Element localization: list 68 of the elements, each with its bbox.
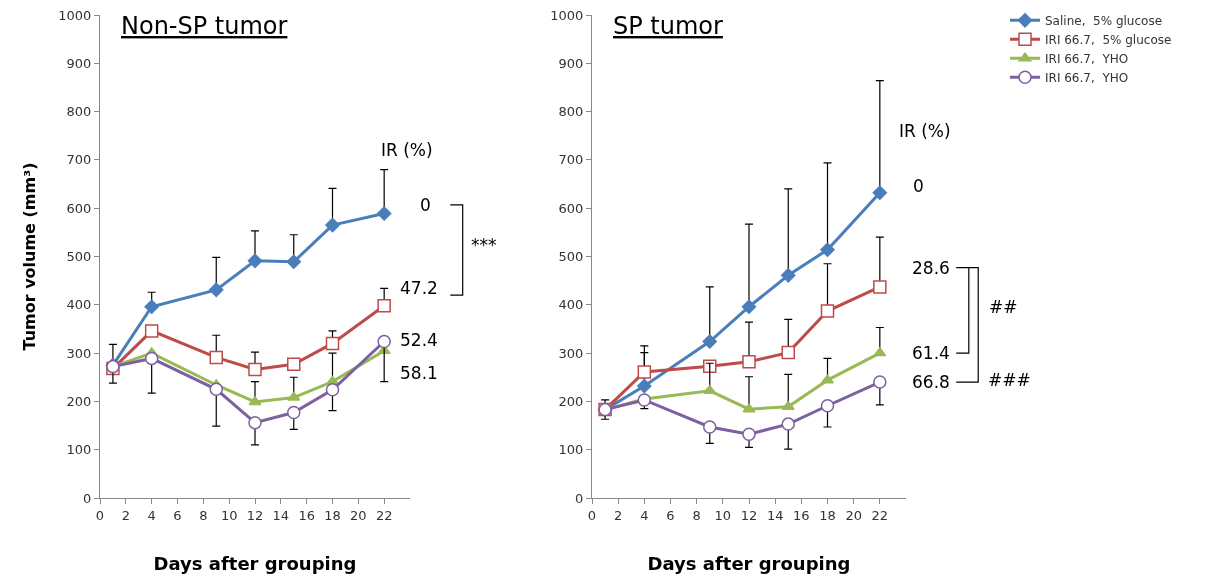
annotation: 52.4 — [400, 330, 438, 350]
y-tick-label: 300 — [66, 345, 92, 361]
legend-label: IRI 66.7, 5% glucose — [1045, 33, 1172, 48]
x-tick-label: 10 — [220, 507, 238, 523]
y-tick-label: 600 — [66, 200, 92, 216]
y-axis-title: Tumor volume (mm³) — [20, 162, 40, 351]
x-tick-label: 18 — [324, 507, 341, 523]
x-tick-label: 0 — [95, 507, 105, 523]
x-axis-title: Days after grouping — [647, 552, 851, 574]
x-tick-label: 0 — [587, 507, 597, 523]
annotation: 47.2 — [400, 278, 438, 298]
y-tick-label: 500 — [558, 249, 584, 265]
y-tick-label: 200 — [66, 393, 92, 409]
x-tick-label: 6 — [666, 507, 675, 523]
x-tick-label: 12 — [246, 507, 264, 523]
y-tick-label: 200 — [558, 393, 584, 409]
text: *** — [471, 235, 497, 255]
annotation: IR (%) — [381, 140, 433, 160]
x-tick-label: 16 — [298, 507, 315, 523]
x-tick-label: 22 — [871, 507, 889, 523]
y-tick-label: 1000 — [550, 7, 584, 23]
annotation: IR (%) — [899, 121, 951, 141]
y-tick-label: 800 — [66, 104, 92, 120]
annotation: 58.1 — [400, 363, 438, 383]
text: ## — [989, 297, 1018, 317]
legend-label: IRI 66.7, YHO — [1045, 71, 1129, 86]
x-tick-label: 14 — [766, 507, 784, 523]
chart-title: Non-SP tumor — [121, 12, 288, 40]
x-tick-label: 20 — [350, 507, 367, 523]
y-tick-label: 400 — [66, 297, 92, 313]
y-tick-label: 1000 — [58, 7, 92, 23]
y-tick-label: 600 — [558, 200, 584, 216]
y-tick-label: 0 — [83, 490, 92, 506]
text: 61.4 — [912, 343, 950, 363]
y-tick-label: 0 — [575, 490, 584, 506]
text: 66.8 — [912, 372, 950, 392]
x-tick-label: 16 — [793, 507, 810, 523]
x-tick-label: 4 — [147, 507, 156, 523]
text: 0 — [420, 195, 431, 215]
y-tick-label: 700 — [558, 152, 584, 168]
text: ### — [988, 370, 1031, 390]
y-tick-label: 300 — [558, 345, 584, 361]
y-tick-label: 400 — [558, 297, 584, 313]
y-tick-label: 700 — [66, 152, 92, 168]
x-tick-label: 8 — [199, 507, 208, 523]
x-tick-label: 12 — [740, 507, 758, 523]
legend-label: Saline, 5% glucose — [1045, 14, 1163, 29]
text: 28.6 — [912, 258, 950, 278]
x-tick-label: 2 — [614, 507, 623, 523]
y-tick-label: 500 — [66, 249, 92, 265]
y-tick-label: 900 — [558, 55, 584, 71]
x-tick-label: 22 — [375, 507, 393, 523]
x-tick-label: 20 — [845, 507, 862, 523]
y-tick-label: 900 — [66, 55, 92, 71]
legend-label: IRI 66.7, YHO — [1045, 52, 1129, 67]
x-axis-title: Days after grouping — [153, 552, 357, 574]
y-tick-label: 100 — [66, 442, 92, 458]
text: 0 — [913, 176, 924, 196]
y-tick-label: 100 — [558, 442, 584, 458]
x-tick-label: 18 — [819, 507, 836, 523]
x-tick-label: 14 — [272, 507, 290, 523]
x-tick-label: 6 — [173, 507, 182, 523]
y-tick-label: 800 — [558, 104, 584, 120]
x-tick-label: 10 — [714, 507, 732, 523]
chart-title: SP tumor — [613, 12, 724, 40]
x-tick-label: 4 — [640, 507, 649, 523]
x-tick-label: 2 — [121, 507, 130, 523]
x-tick-label: 8 — [692, 507, 701, 523]
